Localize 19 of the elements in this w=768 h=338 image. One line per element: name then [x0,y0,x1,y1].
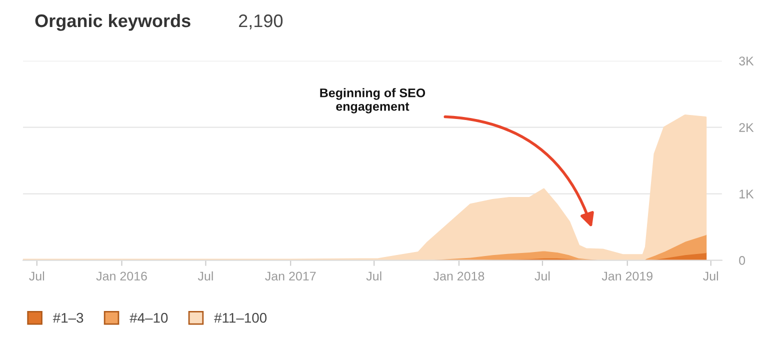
x-tick-label: Jan 2018 [433,272,484,281]
y-tick-label: 1K [740,190,754,198]
legend-label: #4–10 [130,312,168,323]
x-tick-label: Jul [29,271,44,281]
x-tick-label: Jul [366,271,382,281]
chart-title: Organic keywords [35,14,190,31]
x-tick-label: Jul [534,271,550,281]
x-tick-label: Jul [703,271,718,281]
x-tick-label: Jul [198,271,213,281]
y-tick-label: 3K [739,56,754,66]
legend-label: #1–3 [52,312,84,323]
y-tick-label: 2K [739,123,754,132]
y-tick-label: 0 [739,256,746,265]
x-tick-label: Jan 2017 [265,272,316,281]
legend-label: #11–100 [214,312,267,323]
chart-subtitle: 2,190 [238,14,283,30]
annotation: Beginning of SEO engagement [320,88,426,114]
x-tick-label: Jan 2016 [96,272,147,281]
x-tick-label: Jan 2019 [602,272,652,281]
